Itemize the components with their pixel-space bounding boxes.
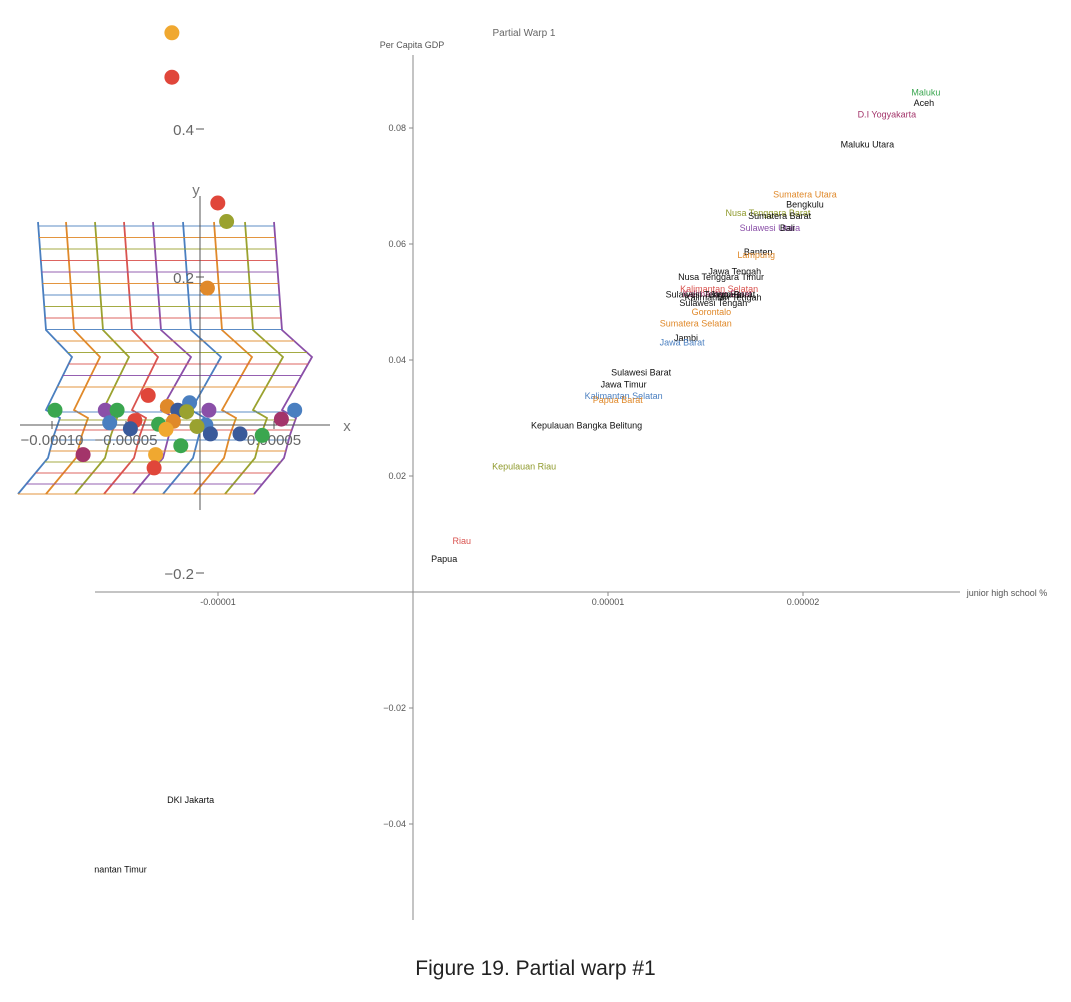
inset-point [75, 447, 91, 463]
inset-y-axis-label: y [192, 182, 200, 199]
main-plot: -0.00001 0.00001 0.00002 0.08 0.06 0.04 0.02 −0… [94, 28, 1047, 920]
point-label: Jambi [674, 333, 698, 343]
inset-point [146, 460, 162, 476]
point-label: Riau [452, 536, 471, 546]
point-label: Bengkulu [786, 199, 824, 209]
inset-point [140, 387, 156, 403]
inset-point [202, 426, 218, 442]
x-axis-label: junior high school % [966, 588, 1048, 598]
x-tick-label: 0.00002 [787, 597, 820, 607]
y-tick-label: 0.06 [388, 239, 406, 249]
point-label: Sulawesi Utara [740, 223, 801, 233]
point-label: Sumatera Utara [773, 190, 837, 200]
point-label: Kepulauan Bangka Belitung [531, 420, 642, 430]
point-label: Jawa Barat [710, 289, 756, 299]
inset-y-tick-label: 0.4 [173, 122, 194, 139]
inset-x-tick-label: −0.00005 [95, 432, 158, 449]
inset-x-axis-label: x [343, 418, 351, 435]
point-label: Kalimantan Selatan [585, 391, 663, 401]
y-tick-label: 0.08 [388, 123, 406, 133]
inset-point [201, 402, 217, 418]
inset-y-tick-label: −0.2 [164, 566, 194, 583]
point-label: Kalimantan Barat [683, 289, 753, 299]
point-label: Kepulauan Riau [492, 462, 556, 472]
inset-point [97, 402, 113, 418]
inset-point [164, 69, 180, 85]
inset-y-tick-label: 0.2 [173, 270, 194, 287]
point-label: Jawa Timur [601, 379, 647, 389]
point-label: Jawa Barat [660, 338, 706, 348]
inset-point [109, 402, 125, 418]
inset-point [287, 402, 303, 418]
y-axis-label: Per Capita GDP [380, 40, 445, 50]
inset-point [47, 402, 63, 418]
inset-point [254, 427, 270, 443]
inset-point [164, 25, 180, 41]
point-label: Banten [744, 247, 773, 257]
point-label: nantan Timur [94, 865, 147, 875]
chart-title: Partial Warp 1 [493, 28, 556, 39]
point-label: Nusa Tenggara Timur [678, 272, 764, 282]
inset-point [273, 411, 289, 427]
y-tick-label: −0.04 [383, 819, 406, 829]
point-label: Kalimantan Selatan [680, 284, 758, 294]
warp-grid-vertical-line [17, 221, 74, 495]
point-label: Papua [431, 554, 457, 564]
warp-grid-vertical-line [193, 221, 254, 495]
point-label: Lampung [737, 250, 775, 260]
point-label: Bali [780, 223, 795, 233]
point-label: Maluku [911, 88, 940, 98]
y-tick-label: 0.02 [388, 471, 406, 481]
inset-point [148, 447, 164, 463]
x-tick-label: 0.00001 [592, 597, 625, 607]
warp-grid [17, 221, 314, 495]
inset-point [158, 421, 174, 437]
figure-caption: Figure 19. Partial warp #1 [415, 957, 656, 980]
point-label: Kalimantan Tengah [685, 292, 762, 302]
inset-point [122, 421, 138, 437]
x-tick-label: -0.00001 [200, 597, 236, 607]
point-label: Sumatera Selatan [660, 318, 732, 328]
point-label: D.I Yogyakarta [858, 110, 917, 120]
inset-x-tick-label: −0.00010 [21, 432, 84, 449]
warp-grid-vertical-line [103, 221, 160, 495]
inset-point [219, 214, 235, 229]
inset-point [210, 195, 226, 211]
inset-point [102, 415, 118, 431]
inset-point [189, 419, 205, 434]
point-label: Nusa Tenggara Barat [725, 208, 810, 218]
inset-point [199, 280, 215, 296]
point-label: DKI Jakarta [167, 795, 214, 805]
point-label: Papua Barat [593, 395, 644, 405]
warp-grid-vertical-line [253, 221, 314, 495]
warp-grid-vertical-line [45, 221, 102, 495]
warp-grid-vertical-line [224, 221, 285, 495]
point-label: Sulawesi Tengah [679, 298, 747, 308]
point-label: Maluku Utara [841, 140, 895, 150]
inset-point [232, 426, 248, 442]
point-label: Aceh [914, 98, 935, 108]
point-label: Jawa Tengah [708, 267, 761, 277]
y-tick-label: 0.04 [388, 355, 406, 365]
point-label: Sumatera Barat [748, 211, 812, 221]
inset-point [179, 404, 195, 420]
point-label: Sulawesi Barat [611, 368, 672, 378]
inset-point [173, 438, 189, 454]
point-label: Gorontalo [692, 307, 732, 317]
warp-grid-vertical-line [162, 221, 223, 495]
point-label: Sulawesi Tenggara [666, 289, 742, 299]
y-tick-label: −0.02 [383, 703, 406, 713]
